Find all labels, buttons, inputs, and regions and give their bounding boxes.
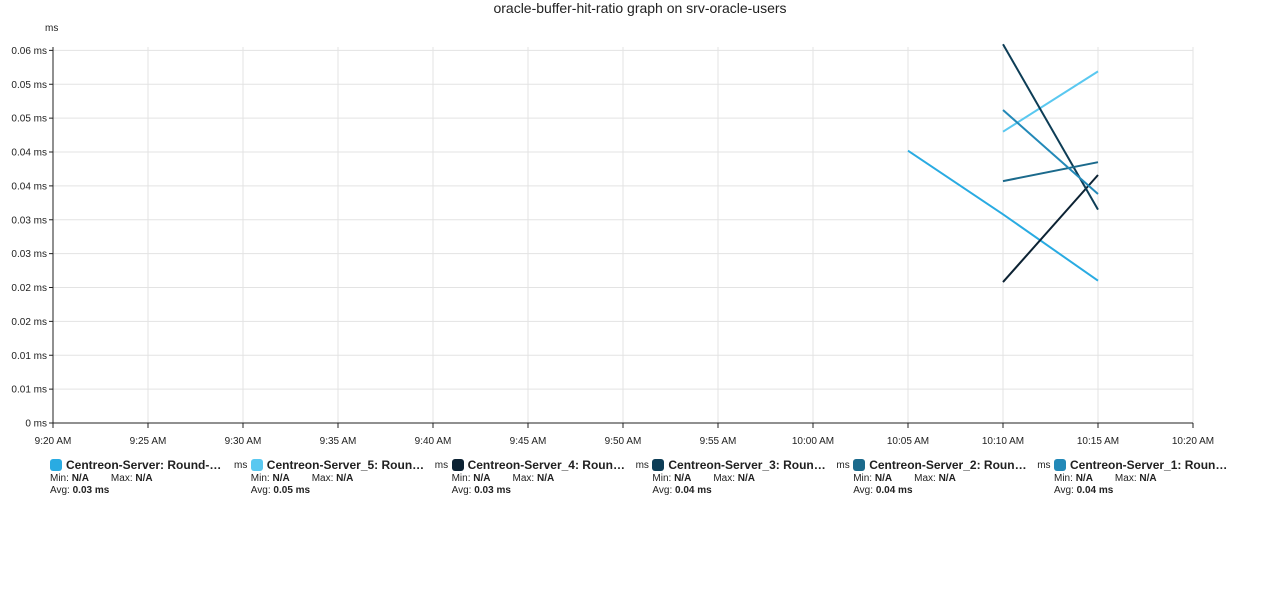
y-tick-label: 0.05 ms: [11, 114, 47, 125]
legend-avg-value: 0.03 ms: [474, 485, 511, 496]
legend-unit: ms: [836, 459, 850, 471]
legend-max-label: Max:: [914, 473, 936, 484]
legend-swatch: [50, 459, 62, 471]
legend-avg-value: 0.05 ms: [273, 485, 311, 496]
series-lines: [907, 43, 1099, 283]
legend-item[interactable]: Centreon-Server_4: Round-T... ms Min: N/A M…: [451, 457, 652, 501]
legend-avg-label: Avg:: [451, 485, 472, 496]
legend-unit: ms: [635, 459, 649, 471]
legend-min-value: N/A: [874, 473, 893, 484]
y-tick-label: 0.04 ms: [11, 181, 47, 192]
legend: Centreon-Server: Round-Tri... ms Min: N/A M…: [50, 457, 1260, 501]
legend-avg-value: 0.04 ms: [675, 485, 712, 496]
legend-min-value: N/A: [1075, 473, 1093, 484]
y-axis-ticks: 0 ms 0.01 ms 0.01 ms 0.02 ms 0.02 ms 0.03 ms 0…: [11, 46, 53, 430]
series-line: [907, 149, 1099, 282]
series-line: [1002, 161, 1099, 183]
legend-max-label: Max:: [512, 473, 535, 484]
legend-max-label: Max:: [1114, 473, 1137, 484]
legend-max-label: Max:: [110, 473, 133, 484]
x-tick-label: 9:25 AM: [130, 436, 167, 447]
x-tick-label: 9:35 AM: [320, 436, 357, 447]
legend-unit: ms: [434, 459, 449, 471]
y-tick-label: 0.01 ms: [11, 385, 47, 396]
legend-avg-label: Avg:: [652, 485, 673, 496]
x-tick-label: 10:20 AM: [1172, 436, 1214, 447]
x-tick-label: 10:05 AM: [887, 436, 929, 447]
legend-series-name: Centreon-Server_2: Round-T...: [869, 458, 1028, 472]
x-tick-label: 9:40 AM: [415, 436, 452, 447]
legend-item[interactable]: Centreon-Server_1: Round-T... Min: N/A Max…: [1054, 457, 1254, 501]
legend-min-value: N/A: [71, 473, 89, 484]
y-tick-label: 0.02 ms: [11, 317, 47, 328]
legend-series-name: Centreon-Server: Round-Tri...: [66, 458, 224, 472]
series-line: [1002, 43, 1099, 211]
x-tick-label: 10:15 AM: [1077, 436, 1119, 447]
legend-series-name: Centreon-Server_4: Round-T...: [467, 458, 626, 472]
legend-avg-value: 0.04 ms: [875, 485, 913, 496]
legend-min-value: N/A: [674, 473, 692, 484]
legend-item[interactable]: Centreon-Server_3: Round-T... ms Min: N/A M…: [652, 457, 852, 501]
x-tick-label: 10:00 AM: [792, 436, 834, 447]
chart-area: 0 ms 0.01 ms 0.01 ms 0.02 ms 0.02 ms 0.03 ms 0…: [11, 23, 1214, 447]
y-tick-label: 0.04 ms: [11, 148, 47, 159]
legend-avg-value: 0.04 ms: [1076, 485, 1114, 496]
legend-max-label: Max:: [713, 473, 735, 484]
y-axis-unit: ms: [45, 23, 58, 34]
x-axis-ticks: 9:20 AM 9:25 AM 9:30 AM 9:35 AM 9:40 AM 9:45 …: [35, 423, 1214, 447]
y-tick-label: 0.06 ms: [11, 46, 47, 57]
series-line: [1002, 70, 1099, 133]
x-tick-label: 9:50 AM: [605, 436, 642, 447]
legend-min-value: N/A: [473, 473, 491, 484]
legend-series-name: Centreon-Server_1: Round-T...: [1070, 458, 1228, 472]
legend-min-label: Min:: [451, 473, 471, 484]
legend-item[interactable]: Centreon-Server_2: Round-T... ms Min: N/A M…: [853, 457, 1053, 501]
legend-unit: ms: [234, 459, 248, 471]
legend-series-name: Centreon-Server_5: Round-T...: [266, 458, 425, 472]
legend-avg-label: Avg:: [853, 485, 874, 496]
legend-min-value: N/A: [272, 473, 290, 484]
legend-avg-value: 0.03 ms: [72, 485, 110, 496]
series-line: [1002, 174, 1099, 283]
y-tick-label: 0.01 ms: [11, 351, 47, 362]
legend-series-name: Centreon-Server_3: Round-T...: [668, 458, 827, 472]
legend-swatch: [250, 459, 263, 471]
y-tick-label: 0 ms: [25, 419, 47, 430]
x-tick-label: 9:45 AM: [510, 436, 547, 447]
legend-max-value: N/A: [336, 473, 354, 484]
legend-min-label: Min:: [1054, 473, 1073, 484]
y-tick-label: 0.03 ms: [11, 249, 47, 260]
legend-swatch: [451, 459, 464, 471]
y-tick-label: 0.02 ms: [11, 283, 47, 294]
legend-max-label: Max:: [311, 473, 334, 484]
y-tick-label: 0.05 ms: [11, 80, 47, 91]
series-line: [1002, 109, 1099, 195]
x-tick-label: 10:10 AM: [982, 436, 1024, 447]
legend-item[interactable]: Centreon-Server: Round-Tri... ms Min: N/A M…: [50, 457, 250, 501]
legend-item[interactable]: Centreon-Server_5: Round-T... ms Min: N/A M…: [250, 457, 451, 501]
y-tick-label: 0.03 ms: [11, 215, 47, 226]
legend-unit: ms: [1037, 459, 1051, 471]
legend-max-value: N/A: [135, 473, 153, 484]
legend-max-value: N/A: [938, 473, 956, 484]
legend-swatch: [853, 459, 866, 471]
x-tick-label: 9:55 AM: [700, 436, 737, 447]
legend-avg-label: Avg:: [50, 485, 70, 496]
legend-min-label: Min:: [50, 473, 69, 484]
legend-avg-label: Avg:: [250, 485, 271, 496]
legend-swatch: [652, 459, 665, 471]
legend-min-label: Min:: [853, 473, 873, 484]
grid: [52, 47, 1194, 424]
legend-avg-label: Avg:: [1054, 485, 1074, 496]
legend-max-value: N/A: [737, 473, 755, 484]
legend-swatch: [1054, 459, 1066, 471]
chart-title: oracle-buffer-hit-ratio graph on srv-ora…: [493, 0, 787, 16]
legend-min-label: Min:: [652, 473, 672, 484]
legend-max-value: N/A: [536, 473, 555, 484]
x-tick-label: 9:20 AM: [35, 436, 72, 447]
legend-min-label: Min:: [250, 473, 270, 484]
legend-max-value: N/A: [1139, 473, 1157, 484]
x-tick-label: 9:30 AM: [225, 436, 262, 447]
